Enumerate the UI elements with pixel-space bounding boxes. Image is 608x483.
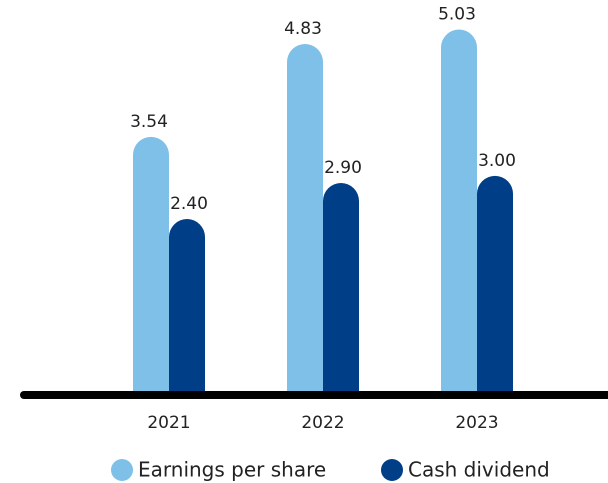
- value-label: 3.00: [478, 151, 516, 171]
- bar: [477, 175, 513, 392]
- x-tick-label: 2021: [147, 413, 190, 433]
- bar: [441, 29, 477, 392]
- legend-swatch: [381, 459, 403, 481]
- legend-label: Earnings per share: [138, 458, 326, 482]
- x-tick-label: 2022: [301, 413, 344, 433]
- bar: [169, 219, 205, 392]
- value-label: 4.83: [284, 19, 322, 39]
- legend-label: Cash dividend: [408, 458, 550, 482]
- bar: [287, 43, 323, 393]
- legend-swatch: [111, 459, 133, 481]
- x-tick-label: 2023: [455, 413, 498, 433]
- value-label: 2.40: [170, 194, 208, 214]
- value-label: 3.54: [130, 112, 168, 132]
- value-label: 2.90: [324, 158, 362, 178]
- bar: [133, 136, 169, 392]
- bar: [323, 183, 359, 392]
- value-label: 5.03: [438, 5, 476, 25]
